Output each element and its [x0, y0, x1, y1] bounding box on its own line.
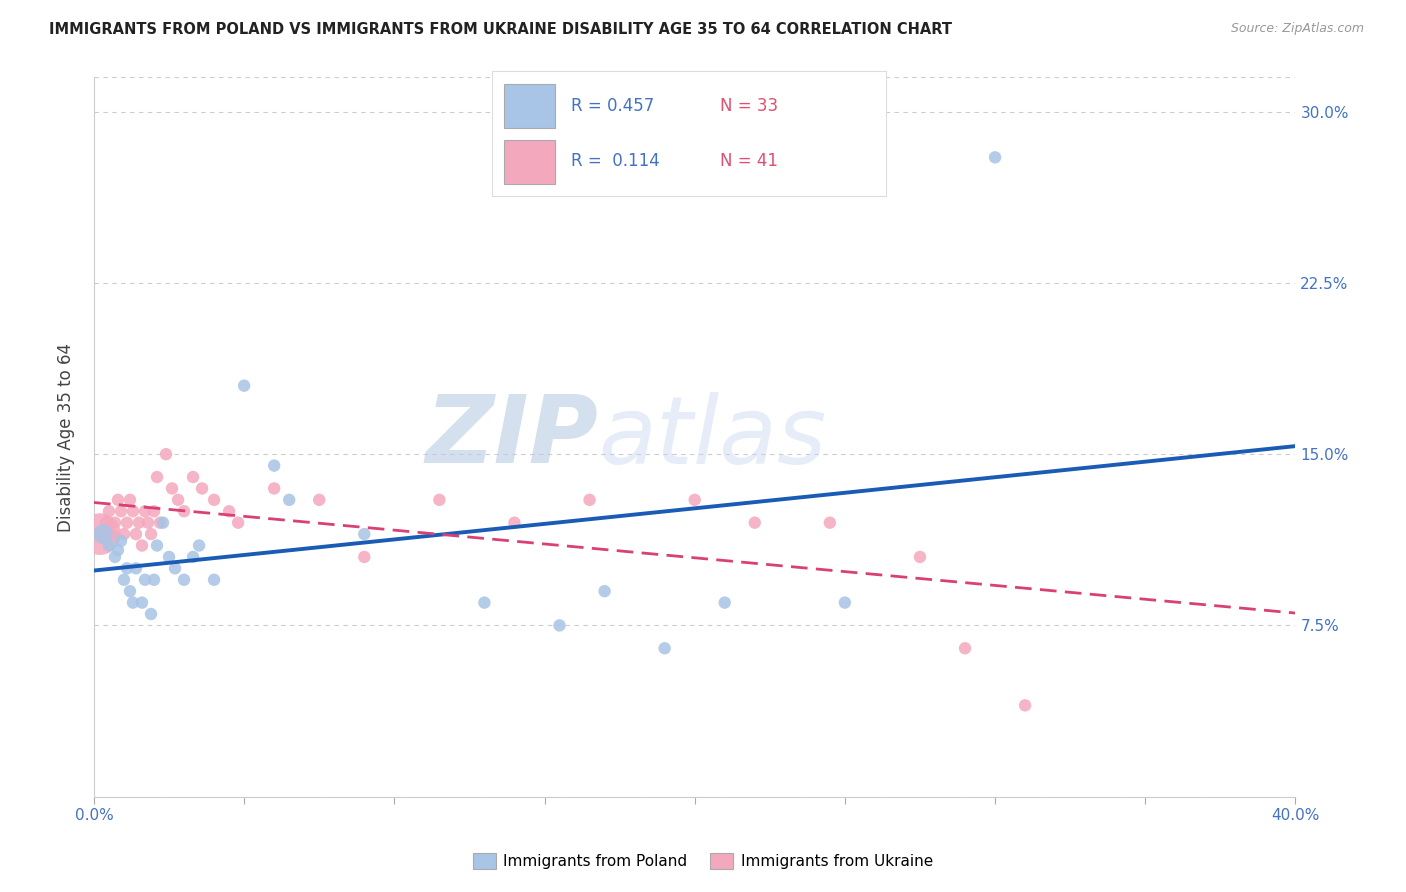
Point	[173, 504, 195, 518]
Point	[143, 573, 166, 587]
Point	[654, 641, 676, 656]
Point	[97, 539, 120, 553]
Point	[834, 596, 856, 610]
Point	[1014, 698, 1036, 713]
Point	[593, 584, 616, 599]
Point	[503, 516, 526, 530]
Point	[353, 549, 375, 564]
Point	[110, 504, 132, 518]
Point	[122, 504, 145, 518]
Point	[908, 549, 931, 564]
Legend: Immigrants from Poland, Immigrants from Ukraine: Immigrants from Poland, Immigrants from …	[467, 847, 939, 875]
Point	[191, 482, 214, 496]
Text: Source: ZipAtlas.com: Source: ZipAtlas.com	[1230, 22, 1364, 36]
Point	[125, 527, 148, 541]
Point	[112, 573, 135, 587]
Point	[427, 492, 450, 507]
Point	[984, 150, 1007, 164]
Point	[713, 596, 735, 610]
Point	[122, 596, 145, 610]
Point	[202, 573, 225, 587]
Point	[139, 607, 162, 621]
Text: N = 33: N = 33	[720, 97, 779, 115]
Point	[202, 492, 225, 507]
Text: ZIP: ZIP	[426, 391, 599, 483]
Point	[94, 516, 117, 530]
Point	[163, 561, 186, 575]
Point	[97, 504, 120, 518]
Point	[89, 527, 111, 541]
Point	[308, 492, 330, 507]
Point	[263, 482, 285, 496]
Point	[146, 539, 169, 553]
Y-axis label: Disability Age 35 to 64: Disability Age 35 to 64	[58, 343, 75, 532]
Point	[118, 492, 141, 507]
Point	[104, 516, 127, 530]
Point	[474, 596, 496, 610]
Point	[112, 527, 135, 541]
Point	[181, 470, 204, 484]
Bar	[503, 84, 555, 128]
Point	[167, 492, 190, 507]
Point	[818, 516, 841, 530]
Point	[188, 539, 211, 553]
Point	[160, 482, 183, 496]
Point	[107, 543, 129, 558]
Text: IMMIGRANTS FROM POLAND VS IMMIGRANTS FROM UKRAINE DISABILITY AGE 35 TO 64 CORREL: IMMIGRANTS FROM POLAND VS IMMIGRANTS FRO…	[49, 22, 952, 37]
Point	[115, 516, 138, 530]
Point	[134, 573, 156, 587]
Point	[278, 492, 301, 507]
Point	[953, 641, 976, 656]
Point	[149, 516, 172, 530]
Point	[115, 561, 138, 575]
Point	[146, 470, 169, 484]
Point	[110, 533, 132, 548]
Point	[218, 504, 240, 518]
Text: R = 0.457: R = 0.457	[571, 97, 654, 115]
Point	[744, 516, 766, 530]
Text: N = 41: N = 41	[720, 153, 779, 170]
Point	[107, 492, 129, 507]
Point	[233, 378, 256, 392]
Point	[143, 504, 166, 518]
Point	[101, 527, 124, 541]
Point	[134, 504, 156, 518]
Text: atlas: atlas	[599, 392, 827, 483]
Point	[683, 492, 706, 507]
Point	[157, 549, 180, 564]
Point	[104, 549, 127, 564]
Point	[131, 539, 153, 553]
Point	[139, 527, 162, 541]
Point	[152, 516, 174, 530]
Point	[181, 549, 204, 564]
Point	[136, 516, 159, 530]
Point	[548, 618, 571, 632]
Point	[155, 447, 177, 461]
Point	[91, 527, 114, 541]
Point	[226, 516, 249, 530]
Point	[578, 492, 600, 507]
Point	[353, 527, 375, 541]
Point	[125, 561, 148, 575]
Point	[131, 596, 153, 610]
Text: R =  0.114: R = 0.114	[571, 153, 659, 170]
Bar	[503, 140, 555, 184]
Point	[173, 573, 195, 587]
Point	[263, 458, 285, 473]
Point	[118, 584, 141, 599]
Point	[128, 516, 150, 530]
